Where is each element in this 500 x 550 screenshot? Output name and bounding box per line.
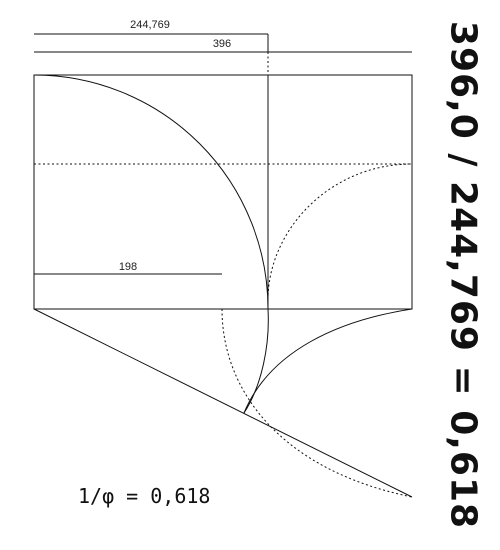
formula-inverse-phi: 1/φ = 0,618 — [78, 484, 210, 508]
dimension-label-396: 396 — [213, 38, 231, 50]
ratio-vertical-text: 396,0 / 244,769 = 0,618 — [443, 21, 484, 529]
arc-right-dotted — [267, 163, 413, 301]
golden-rectangle — [33, 74, 413, 310]
arc-bottom-dotted — [221, 308, 413, 498]
arc-lower-solid — [243, 308, 413, 414]
dimension-label-244: 244,769 — [130, 19, 170, 31]
dimension-label-198: 198 — [119, 261, 137, 273]
arc-large-solid — [33, 74, 269, 310]
arc-lower-left-solid — [243, 308, 269, 414]
ratio-text: 396,0 / 244,769 = 0,618 — [442, 20, 484, 530]
diagonal-line — [33, 308, 413, 498]
